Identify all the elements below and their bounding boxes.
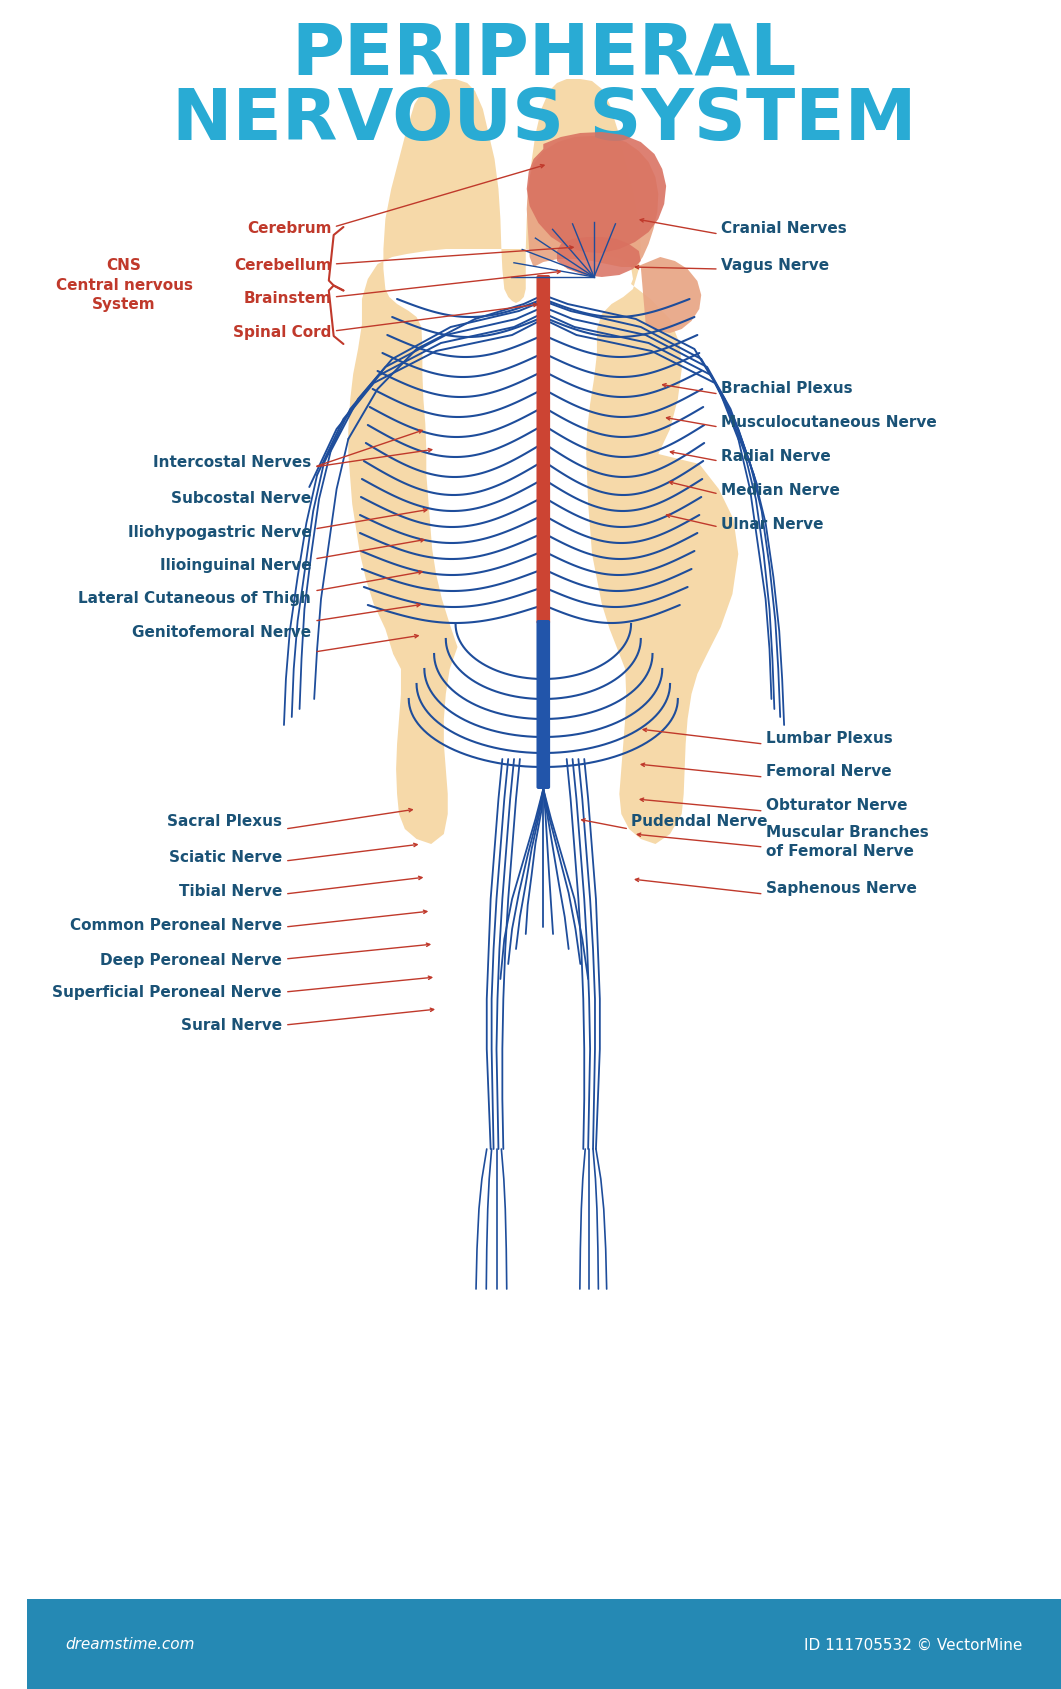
Text: Tibial Nerve: Tibial Nerve [178, 883, 282, 899]
Text: Musculocutaneous Nerve: Musculocutaneous Nerve [720, 414, 937, 429]
Bar [27, 1599, 1061, 1689]
Text: PERIPHERAL: PERIPHERAL [291, 20, 797, 90]
Text: Muscular Branches
of Femoral Nerve: Muscular Branches of Femoral Nerve [766, 824, 928, 858]
Text: Radial Nerve: Radial Nerve [720, 448, 831, 463]
Text: ID 111705532 © VectorMine: ID 111705532 © VectorMine [803, 1637, 1022, 1652]
Text: Sciatic Nerve: Sciatic Nerve [169, 850, 282, 865]
Text: Obturator Nerve: Obturator Nerve [766, 797, 907, 812]
Text: Ilioinguinal Nerve: Ilioinguinal Nerve [159, 557, 311, 573]
Polygon shape [348, 79, 738, 845]
FancyBboxPatch shape [537, 275, 550, 625]
Text: Subcostal Nerve: Subcostal Nerve [171, 490, 311, 505]
Text: Sural Nerve: Sural Nerve [180, 1018, 282, 1034]
Polygon shape [526, 137, 701, 334]
Text: Superficial Peroneal Nerve: Superficial Peroneal Nerve [52, 985, 282, 1000]
Text: Intercostal Nerves: Intercostal Nerves [153, 454, 311, 470]
Text: Cerebrum: Cerebrum [247, 220, 332, 235]
Text: Brachial Plexus: Brachial Plexus [720, 380, 852, 395]
Text: NERVOUS SYSTEM: NERVOUS SYSTEM [172, 86, 916, 154]
Text: Lumbar Plexus: Lumbar Plexus [766, 730, 892, 745]
Text: Common Peroneal Nerve: Common Peroneal Nerve [70, 917, 282, 932]
Text: Pudendal Nerve: Pudendal Nerve [631, 814, 767, 829]
Polygon shape [557, 238, 641, 277]
Text: Iliohypogastric Nerve: Iliohypogastric Nerve [127, 524, 311, 539]
Text: Lateral Cutaneous of Thigh: Lateral Cutaneous of Thigh [79, 589, 311, 605]
Text: dreamstime.com: dreamstime.com [66, 1637, 195, 1652]
Text: Deep Peroneal Nerve: Deep Peroneal Nerve [100, 953, 282, 966]
Text: CNS
Central nervous
System: CNS Central nervous System [55, 257, 192, 312]
Text: Saphenous Nerve: Saphenous Nerve [766, 880, 917, 895]
Text: Cranial Nerves: Cranial Nerves [720, 220, 847, 235]
Text: Spinal Cord: Spinal Cord [233, 324, 332, 339]
Text: Ulnar Nerve: Ulnar Nerve [720, 517, 823, 530]
Text: Vagus Nerve: Vagus Nerve [720, 257, 829, 272]
FancyBboxPatch shape [537, 620, 550, 789]
Text: Cerebellum: Cerebellum [234, 257, 332, 272]
Text: Genitofemoral Nerve: Genitofemoral Nerve [133, 625, 311, 638]
Text: Sacral Plexus: Sacral Plexus [167, 814, 282, 829]
Text: Median Nerve: Median Nerve [720, 483, 839, 497]
Polygon shape [526, 133, 666, 253]
Text: Femoral Nerve: Femoral Nerve [766, 763, 891, 779]
Text: Brainstem: Brainstem [244, 291, 332, 306]
